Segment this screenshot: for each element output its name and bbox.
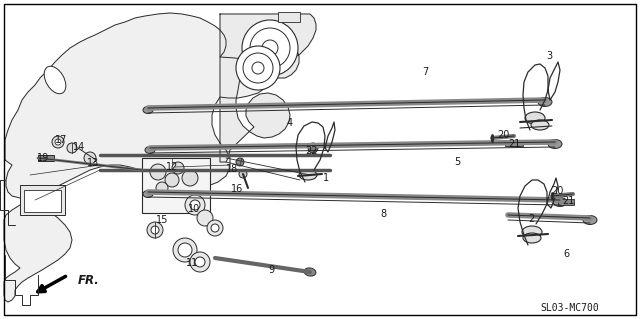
Bar bbox=[20, 185, 65, 215]
Circle shape bbox=[239, 170, 247, 178]
FancyArrowPatch shape bbox=[38, 276, 65, 292]
Circle shape bbox=[172, 162, 184, 174]
Ellipse shape bbox=[44, 66, 66, 94]
Text: 2: 2 bbox=[528, 214, 534, 224]
Circle shape bbox=[182, 170, 198, 186]
Text: 22: 22 bbox=[306, 146, 318, 156]
Circle shape bbox=[190, 252, 210, 272]
Circle shape bbox=[242, 20, 298, 76]
Circle shape bbox=[55, 139, 61, 145]
Circle shape bbox=[197, 210, 213, 226]
Text: 6: 6 bbox=[563, 249, 569, 259]
Text: FR.: FR. bbox=[78, 273, 100, 286]
Ellipse shape bbox=[143, 190, 153, 197]
Text: 16: 16 bbox=[231, 184, 243, 194]
Ellipse shape bbox=[553, 197, 567, 206]
Circle shape bbox=[308, 143, 318, 153]
Bar bbox=[142, 158, 210, 213]
Text: 18: 18 bbox=[226, 164, 238, 174]
Circle shape bbox=[211, 224, 219, 232]
Text: 9: 9 bbox=[268, 265, 274, 275]
Circle shape bbox=[190, 200, 200, 210]
Circle shape bbox=[195, 257, 205, 267]
Text: 12: 12 bbox=[166, 162, 178, 172]
Bar bbox=[278, 12, 300, 22]
Text: 13: 13 bbox=[87, 158, 99, 168]
Circle shape bbox=[165, 173, 179, 187]
Circle shape bbox=[250, 28, 290, 68]
Text: 20: 20 bbox=[497, 130, 509, 140]
Ellipse shape bbox=[525, 112, 545, 124]
Ellipse shape bbox=[143, 107, 153, 114]
Text: 10: 10 bbox=[188, 204, 200, 214]
Circle shape bbox=[243, 53, 273, 83]
Text: 14: 14 bbox=[73, 142, 85, 152]
Bar bbox=[38, 155, 54, 161]
Circle shape bbox=[252, 62, 264, 74]
Text: 21: 21 bbox=[508, 139, 520, 149]
Text: 1: 1 bbox=[323, 173, 329, 183]
Text: 11: 11 bbox=[186, 258, 198, 268]
Bar bbox=[558, 199, 574, 205]
Text: 4: 4 bbox=[287, 118, 293, 128]
Circle shape bbox=[150, 164, 166, 180]
Ellipse shape bbox=[523, 233, 541, 243]
Text: 3: 3 bbox=[546, 51, 552, 61]
Circle shape bbox=[236, 158, 244, 166]
Text: 8: 8 bbox=[380, 209, 386, 219]
Text: 20: 20 bbox=[551, 186, 563, 196]
Ellipse shape bbox=[145, 146, 155, 153]
Ellipse shape bbox=[522, 226, 542, 238]
Circle shape bbox=[52, 136, 64, 148]
Bar bbox=[24, 190, 61, 212]
Ellipse shape bbox=[531, 120, 549, 130]
Circle shape bbox=[207, 220, 223, 236]
Ellipse shape bbox=[538, 98, 552, 107]
Bar bbox=[505, 140, 523, 146]
Circle shape bbox=[147, 222, 163, 238]
Circle shape bbox=[84, 152, 96, 164]
Text: 21: 21 bbox=[562, 196, 574, 206]
Circle shape bbox=[178, 243, 192, 257]
Circle shape bbox=[173, 238, 197, 262]
Circle shape bbox=[262, 40, 278, 56]
Circle shape bbox=[185, 195, 205, 215]
Polygon shape bbox=[4, 13, 272, 302]
Ellipse shape bbox=[548, 139, 562, 149]
Text: 19: 19 bbox=[37, 153, 49, 163]
Text: 17: 17 bbox=[55, 135, 67, 145]
Text: 5: 5 bbox=[454, 157, 460, 167]
Circle shape bbox=[156, 182, 168, 194]
Ellipse shape bbox=[299, 170, 317, 180]
Circle shape bbox=[67, 143, 77, 153]
Text: SL03-MC700: SL03-MC700 bbox=[541, 303, 600, 313]
Ellipse shape bbox=[304, 268, 316, 276]
Circle shape bbox=[151, 226, 159, 234]
Polygon shape bbox=[220, 14, 316, 162]
Ellipse shape bbox=[583, 216, 597, 225]
Circle shape bbox=[236, 46, 280, 90]
Text: 7: 7 bbox=[422, 67, 428, 77]
Text: 15: 15 bbox=[156, 215, 168, 225]
